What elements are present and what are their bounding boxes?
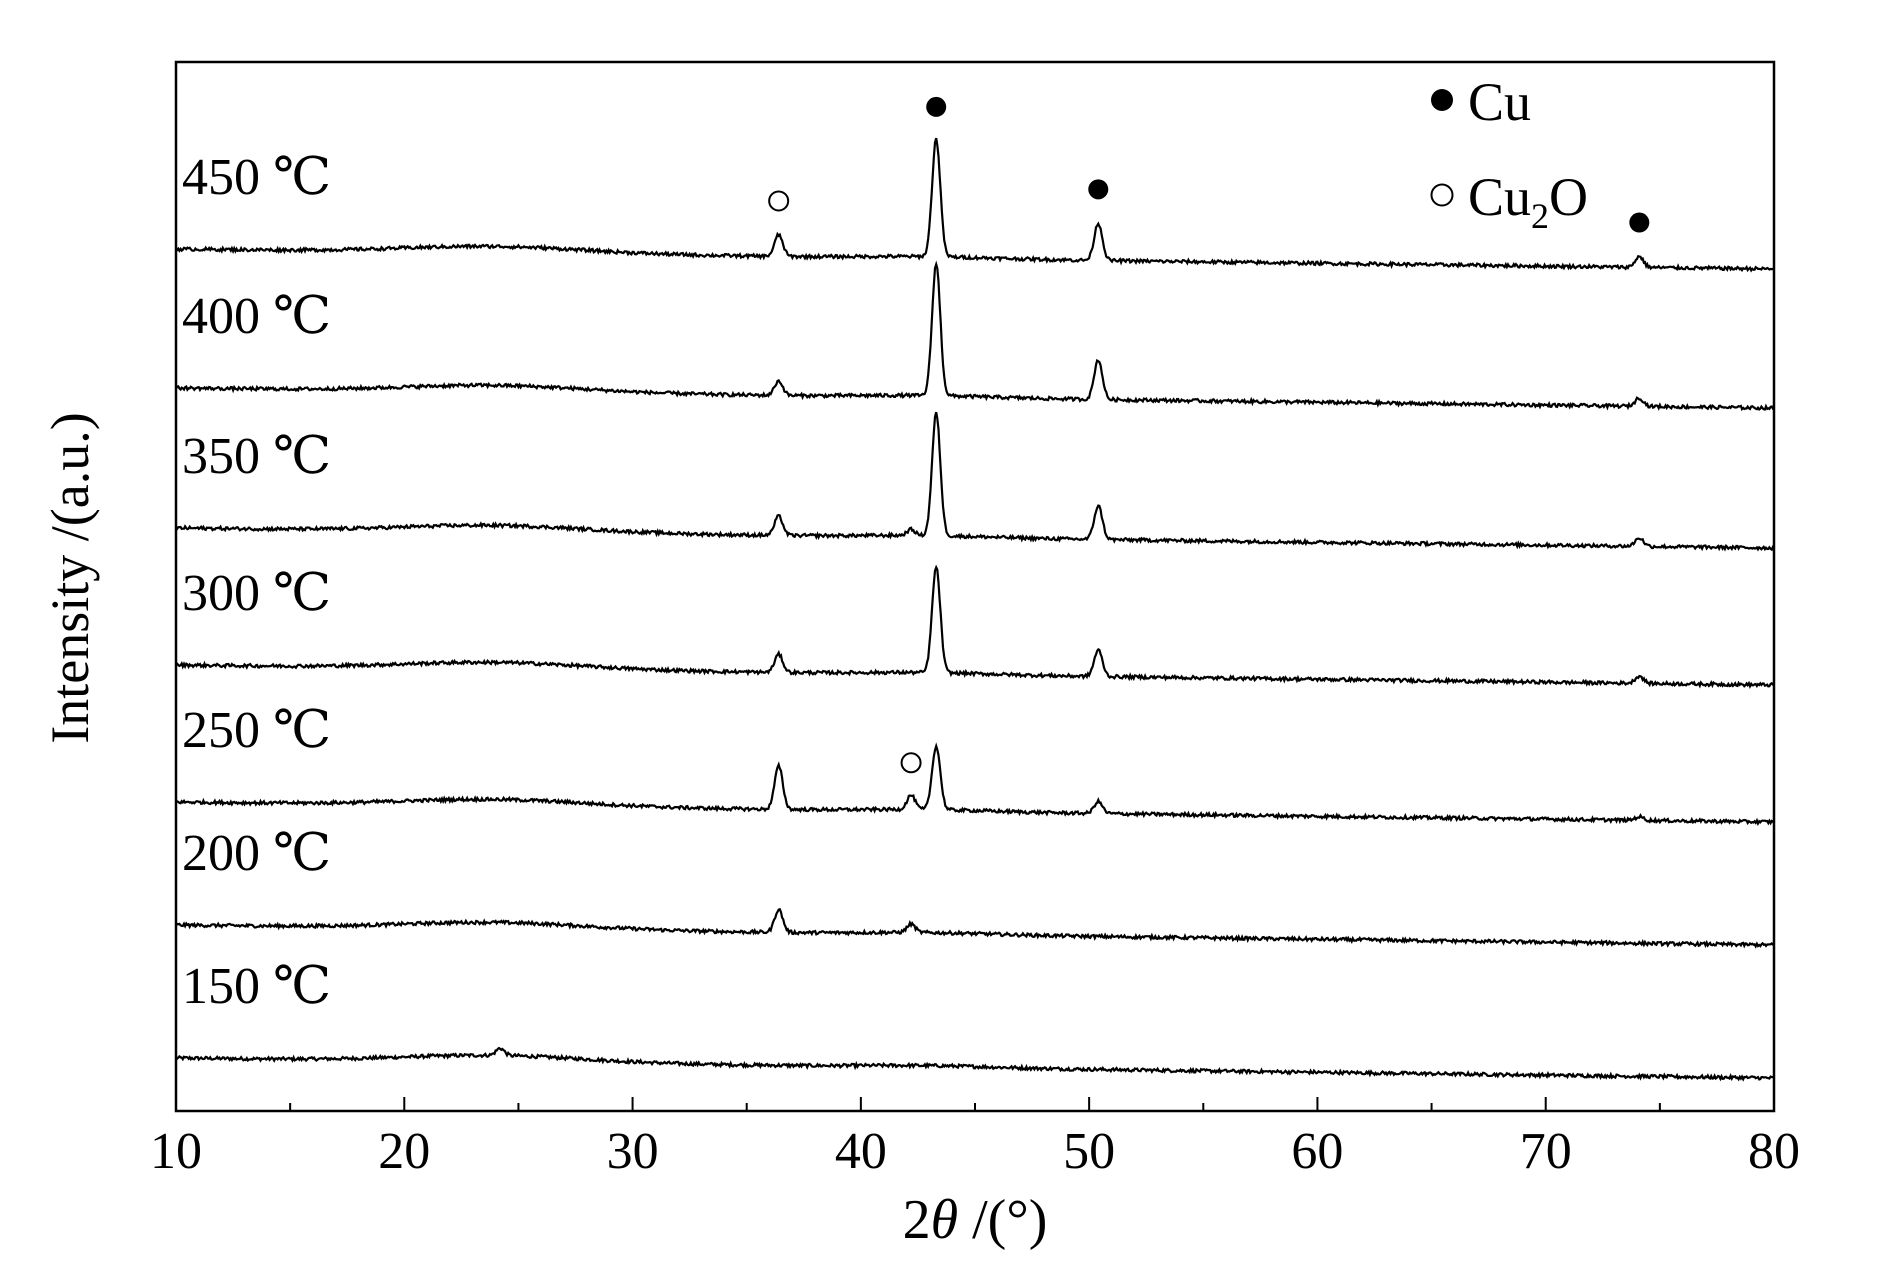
x-axis-label-prefix: 2 xyxy=(903,1189,931,1251)
xrd-trace xyxy=(175,137,1775,273)
xrd-trace xyxy=(175,1046,1774,1082)
legend-cu2o-marker xyxy=(1430,183,1454,207)
peak-markers xyxy=(768,96,1650,774)
legend-cu2o-label: Cu2O xyxy=(1468,167,1588,236)
xrd-trace xyxy=(175,260,1775,412)
legend-cu2o-tail: O xyxy=(1549,167,1588,227)
x-tick-label: 10 xyxy=(150,1123,202,1180)
cu2o-peak-marker xyxy=(900,752,922,774)
xrd-trace xyxy=(175,907,1775,949)
legend-cu-marker xyxy=(1431,89,1453,111)
series-label: 300 ℃ xyxy=(182,565,331,622)
series-label: 250 ℃ xyxy=(182,702,331,759)
legend: Cu Cu2O xyxy=(1430,72,1588,236)
series-label: 200 ℃ xyxy=(182,825,331,882)
xrd-trace xyxy=(174,564,1775,689)
x-axis-label-theta: θ xyxy=(931,1189,959,1251)
x-tick-label: 80 xyxy=(1748,1123,1800,1180)
x-axis-ticks xyxy=(175,1097,1775,1111)
x-axis-label-suffix: /(°) xyxy=(958,1189,1047,1251)
xrd-trace xyxy=(175,411,1775,552)
x-tick-label: 20 xyxy=(378,1123,430,1180)
series-label: 150 ℃ xyxy=(182,958,331,1015)
series-label: 400 ℃ xyxy=(182,288,331,345)
y-axis-label: Intensity /(a.u.) xyxy=(40,412,100,743)
cu-peak-marker xyxy=(1088,179,1109,200)
x-tick-label: 30 xyxy=(607,1123,659,1180)
cu-peak-marker xyxy=(1629,212,1650,233)
x-axis-label: 2θ /(°) xyxy=(903,1189,1048,1251)
series-label: 350 ℃ xyxy=(182,428,331,485)
x-tick-label: 60 xyxy=(1291,1123,1343,1180)
cu-peak-marker xyxy=(926,96,947,117)
xrd-traces xyxy=(174,137,1775,1082)
legend-cu-label: Cu xyxy=(1468,72,1531,132)
x-tick-label: 50 xyxy=(1063,1123,1115,1180)
xrd-trace xyxy=(175,742,1775,827)
series-label: 450 ℃ xyxy=(182,149,331,206)
legend-cu2o-base: Cu xyxy=(1468,167,1531,227)
x-axis-tick-labels: 10 20 30 40 50 60 70 80 xyxy=(150,1123,1800,1180)
series-labels: 150 ℃ 200 ℃ 250 ℃ 300 ℃ 350 ℃ 400 ℃ 450 ℃ xyxy=(182,149,331,1015)
legend-cu2o-subscript: 2 xyxy=(1531,196,1549,236)
x-tick-label: 70 xyxy=(1520,1123,1572,1180)
cu2o-peak-marker xyxy=(768,190,790,212)
x-tick-label: 40 xyxy=(835,1123,887,1180)
